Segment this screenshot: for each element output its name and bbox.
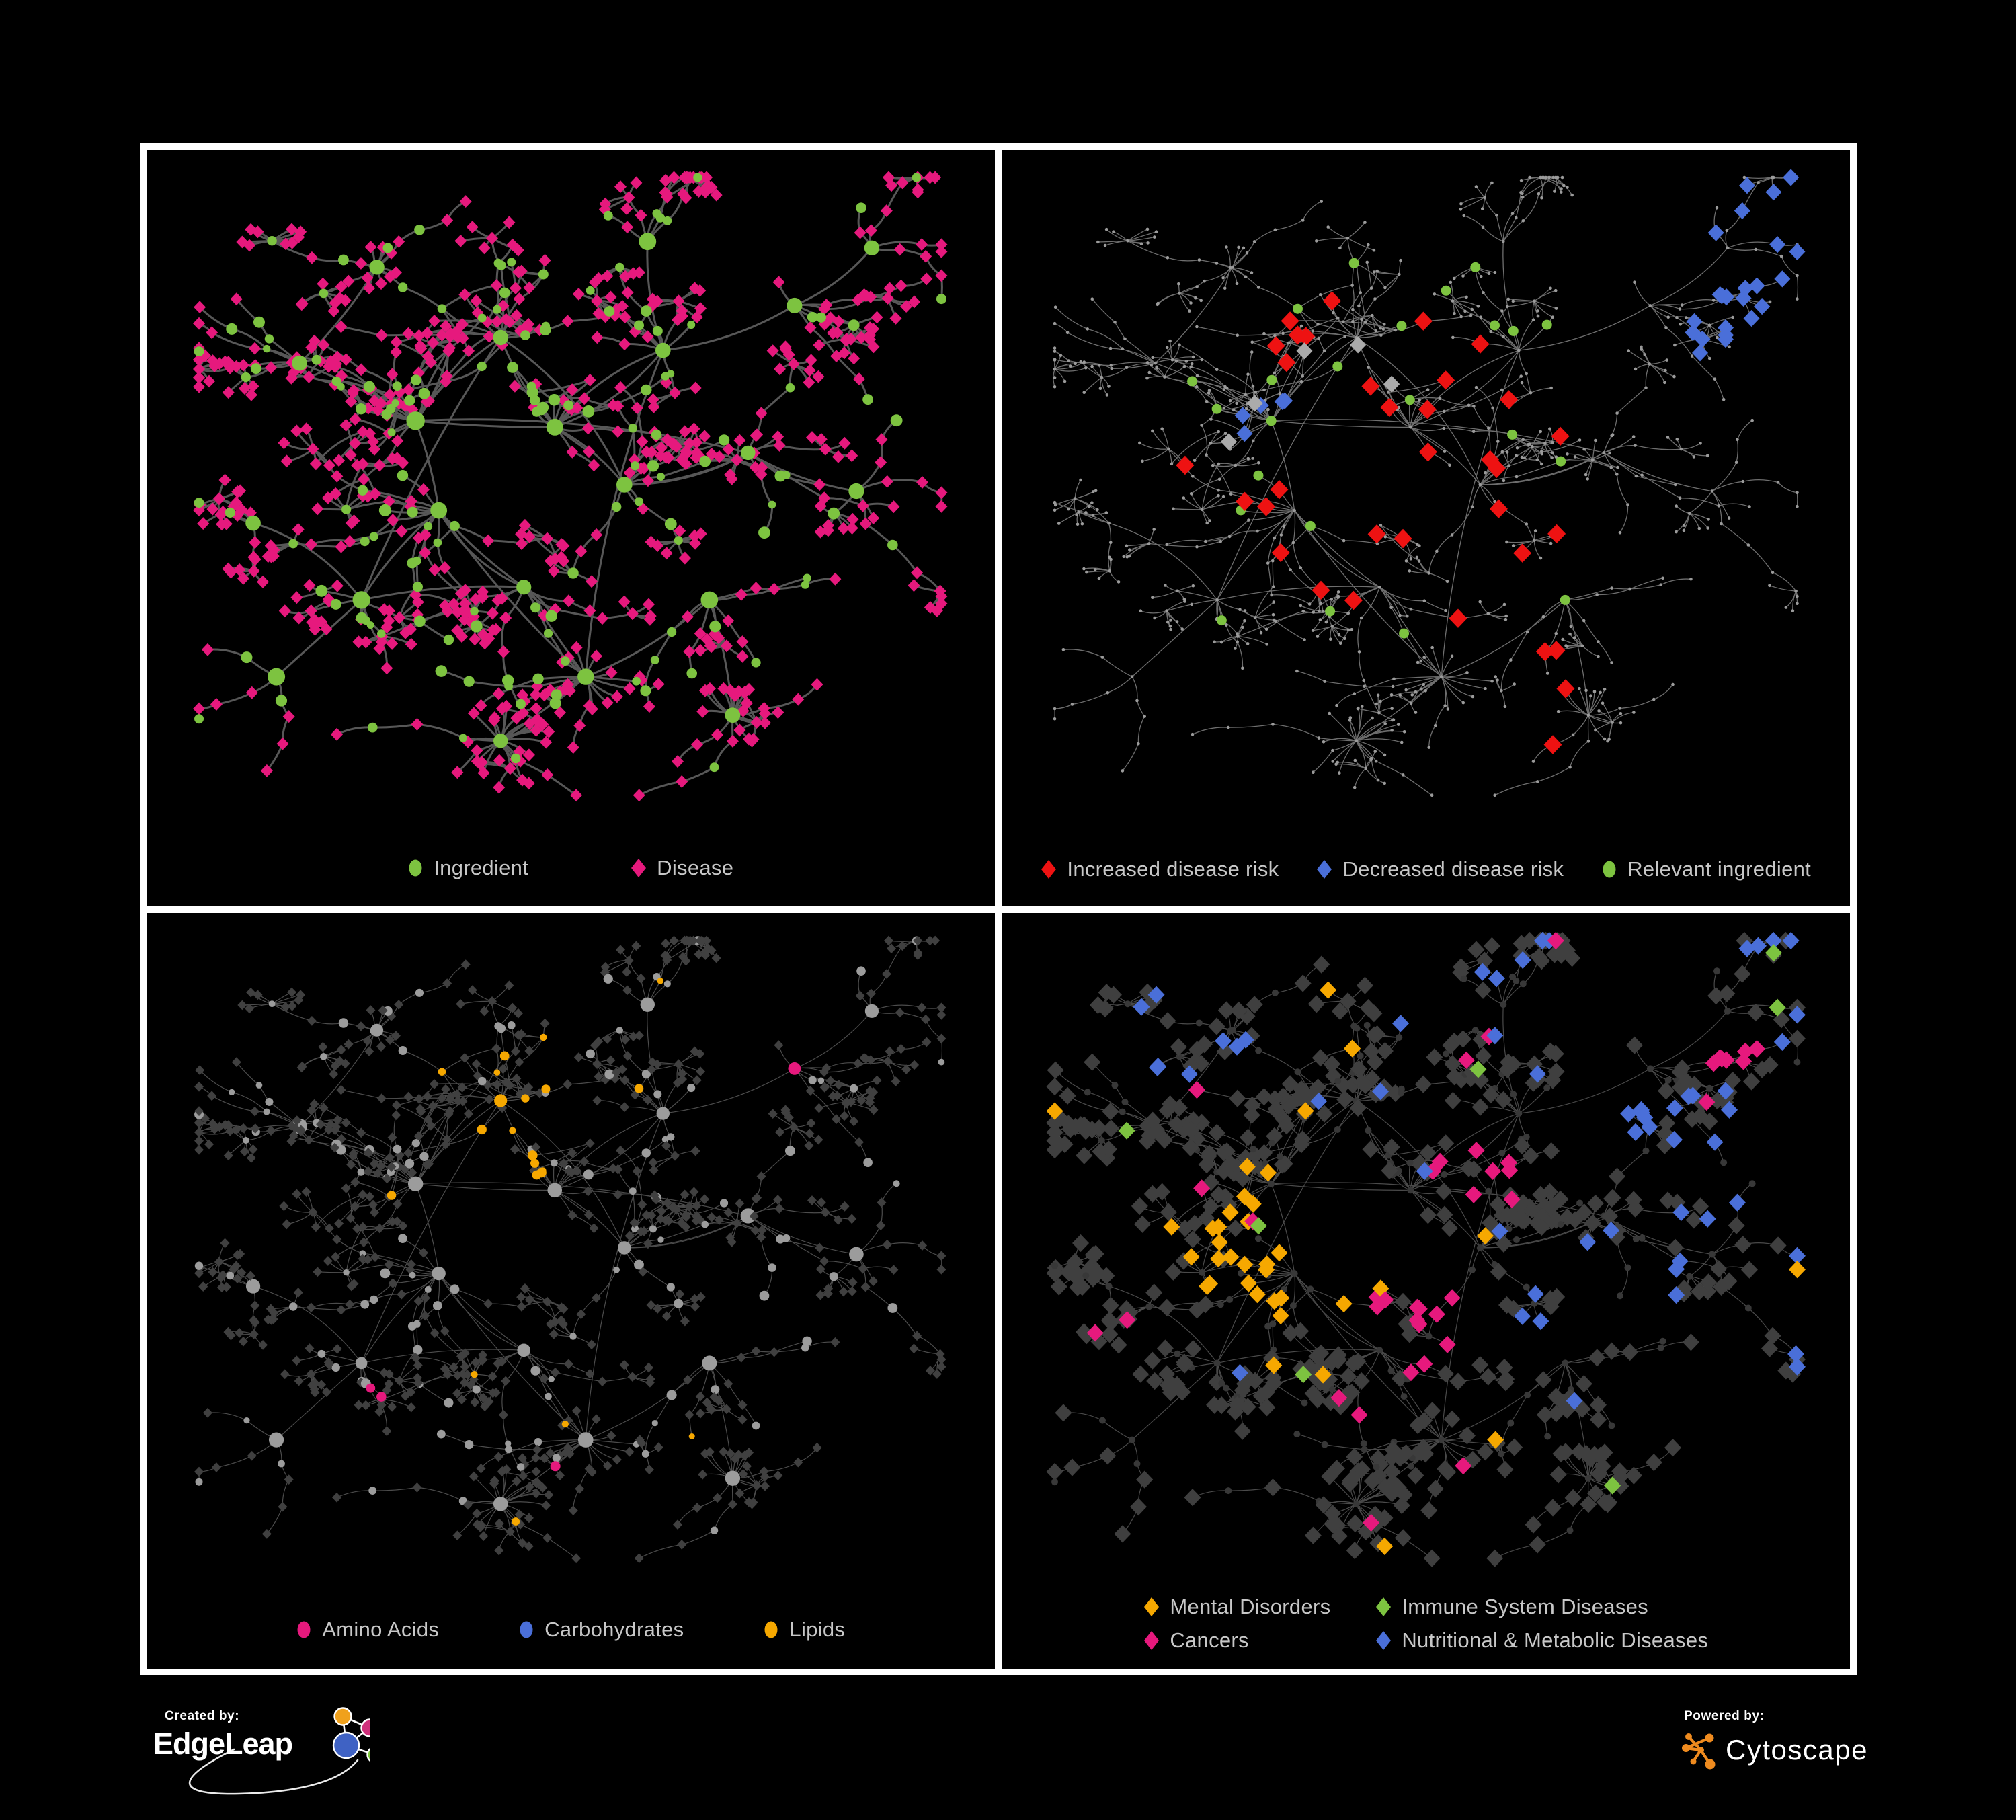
created-by-block: Created by: EdgeLeap <box>153 1707 370 1795</box>
nutrient-class-network-graph <box>194 935 946 1564</box>
legend-item: Nutritional & Metabolic Diseases <box>1375 1628 1708 1653</box>
legend-label: Lipids <box>789 1618 846 1641</box>
legend-item: Decreased disease risk <box>1316 857 1564 881</box>
carbohydrates-circle-icon <box>518 1620 534 1640</box>
cytoscape-logo-icon <box>1682 1733 1716 1770</box>
legend-label: Ingredient <box>434 856 529 879</box>
panel-nutrient-classes: Amino Acids Carbohydrates Lipids <box>147 913 995 1669</box>
disease-risk-legend: Increased disease risk Decreased disease… <box>1002 857 1851 881</box>
immune-diseases-diamond-icon <box>1375 1597 1392 1617</box>
edgeleap-logo-icon <box>189 1707 370 1795</box>
legend-label: Increased disease risk <box>1067 857 1279 881</box>
cancers-diamond-icon <box>1143 1630 1160 1651</box>
legend-item: Lipids <box>763 1618 845 1642</box>
legend-label: Decreased disease risk <box>1342 857 1564 881</box>
increased-risk-diamond-icon <box>1041 859 1057 879</box>
panel-ingredient-disease: Ingredient Disease <box>147 150 995 906</box>
ingredient-circle-icon <box>407 858 424 878</box>
legend-label: Cancers <box>1170 1628 1249 1652</box>
panel-grid: Ingredient Disease Increased disease ris… <box>140 143 1857 1675</box>
ingredient-disease-legend: Ingredient Disease <box>147 856 995 880</box>
disease-class-network-graph <box>1046 931 1806 1567</box>
legend-item: Relevant ingredient <box>1601 857 1811 881</box>
relevant-ingredient-circle-icon <box>1601 859 1617 879</box>
mental-disorders-diamond-icon <box>1143 1597 1160 1617</box>
legend-item: Cancers <box>1143 1628 1375 1653</box>
powered-by-label: Powered by: <box>1684 1709 1765 1723</box>
panel-disease-risk: Increased disease risk Decreased disease… <box>1002 150 1851 906</box>
panel-disease-classes: Mental Disorders Immune System Diseases … <box>1002 913 1851 1669</box>
powered-by-block: Powered by: Cytoscape <box>1682 1709 1868 1771</box>
ingredient-disease-network-graph <box>193 171 948 802</box>
legend-item: Mental Disorders <box>1143 1595 1375 1619</box>
legend-label: Disease <box>657 856 734 879</box>
decreased-risk-diamond-icon <box>1316 859 1332 879</box>
created-by-label: Created by: <box>165 1709 240 1723</box>
legend-item: Immune System Diseases <box>1375 1595 1708 1619</box>
disease-class-legend: Mental Disorders Immune System Diseases … <box>1002 1595 1851 1653</box>
legend-label: Immune System Diseases <box>1402 1595 1648 1618</box>
legend-item: Increased disease risk <box>1041 857 1279 881</box>
legend-item: Carbohydrates <box>518 1618 684 1642</box>
legend-label: Mental Disorders <box>1170 1595 1331 1618</box>
nutrient-class-legend: Amino Acids Carbohydrates Lipids <box>147 1618 995 1642</box>
nutritional-metabolic-diamond-icon <box>1375 1630 1392 1651</box>
amino-acids-circle-icon <box>296 1620 312 1640</box>
legend-label: Relevant ingredient <box>1627 857 1812 881</box>
disease-diamond-icon <box>631 858 647 878</box>
disease-risk-network-graph <box>1052 169 1805 797</box>
lipids-circle-icon <box>763 1620 779 1640</box>
legend-item: Ingredient <box>407 856 528 880</box>
legend-item: Disease <box>631 856 733 880</box>
legend-label: Amino Acids <box>322 1618 440 1641</box>
cytoscape-brand-text: Cytoscape <box>1726 1734 1868 1766</box>
legend-item: Amino Acids <box>296 1618 439 1642</box>
legend-label: Nutritional & Metabolic Diseases <box>1402 1628 1709 1652</box>
legend-label: Carbohydrates <box>545 1618 684 1641</box>
